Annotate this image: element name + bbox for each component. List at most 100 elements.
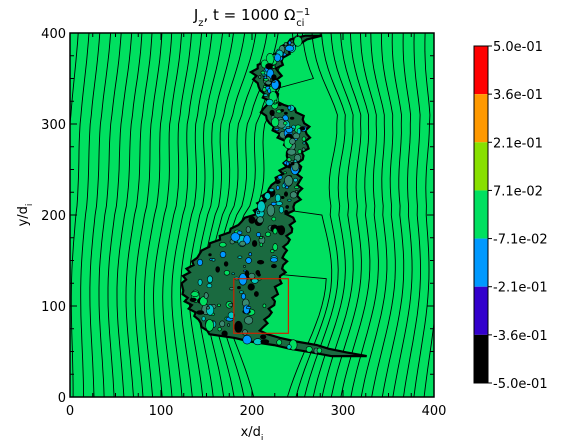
turbulent-eddy (223, 270, 230, 276)
turbulent-eddy (293, 177, 298, 183)
field-line (196, 33, 234, 397)
turbulent-eddy (237, 255, 243, 259)
x-tick-label: 300 (331, 404, 356, 419)
colorbar-segment (474, 286, 488, 335)
turbulent-eddy (217, 327, 222, 332)
turbulent-eddy (257, 273, 261, 277)
turbulent-eddy (288, 40, 292, 45)
colorbar-segment (474, 238, 488, 287)
turbulent-eddy (237, 286, 241, 290)
turbulent-eddy (245, 226, 251, 233)
turbulent-eddy (206, 283, 213, 289)
y-tick-label: 400 (41, 27, 66, 42)
turbulent-eddy (274, 193, 281, 203)
colorbar-label: -7.1e-02 (493, 233, 548, 248)
turbulent-eddy (287, 198, 292, 202)
turbulent-eddy (219, 251, 227, 258)
turbulent-eddy (286, 148, 297, 156)
colorbar-frame (473, 45, 489, 384)
turbulent-eddy (283, 191, 288, 197)
turbulent-eddy (276, 339, 283, 346)
field-line (423, 319, 434, 397)
turbulent-eddy (280, 109, 285, 113)
colorbar-segment (474, 94, 488, 143)
field-line (180, 33, 213, 397)
turbulent-eddy (197, 258, 203, 266)
turbulent-eddy (283, 42, 288, 47)
turbulent-eddy (253, 291, 259, 297)
colorbar-label: -5.0e-01 (493, 377, 548, 392)
field-line (330, 33, 362, 397)
turbulent-eddy (207, 275, 213, 284)
turbulent-eddy (301, 147, 306, 152)
turbulent-eddy (265, 231, 271, 237)
turbulent-eddy (244, 316, 254, 325)
turbulent-eddy (190, 291, 200, 297)
turbulent-eddy (305, 346, 313, 353)
turbulent-eddy (256, 216, 264, 224)
field-line (171, 33, 203, 397)
field-line (98, 33, 122, 397)
field-line (116, 33, 143, 397)
colorbar-segment (474, 190, 488, 239)
turbulent-eddy (247, 283, 255, 291)
x-axis-label: x/di (241, 425, 264, 440)
turbulent-eddy (275, 185, 280, 191)
turbulent-eddy (286, 344, 292, 350)
turbulent-eddy (215, 266, 220, 273)
turbulent-eddy (268, 188, 275, 193)
turbulent-eddy (228, 303, 234, 307)
turbulent-eddy (248, 252, 252, 257)
field-line (433, 394, 434, 397)
turbulent-eddy (316, 347, 323, 354)
turbulent-eddy (239, 240, 246, 247)
turbulent-eddy (256, 211, 261, 215)
turbulent-eddy (293, 36, 303, 47)
turbulent-eddy (256, 232, 261, 237)
turbulent-eddy (278, 102, 282, 107)
turbulent-eddy (208, 253, 212, 257)
field-line (107, 33, 133, 397)
colorbar-segment (474, 142, 488, 191)
turbulent-eddy (274, 128, 280, 132)
field-line (403, 33, 421, 397)
turbulent-eddy (301, 136, 307, 142)
turbulent-eddy (262, 197, 267, 203)
turbulent-eddy (242, 335, 252, 345)
field-line (371, 33, 396, 397)
turbulent-eddy (248, 216, 256, 224)
field-line (360, 33, 388, 397)
turbulent-eddy (275, 201, 283, 206)
y-axis-label: y/di (16, 204, 35, 227)
y-tick-label: 0 (58, 391, 66, 406)
turbulent-eddy (246, 306, 252, 310)
turbulent-eddy (203, 292, 209, 299)
turbulent-eddy (265, 63, 274, 70)
turbulent-eddy (270, 257, 278, 263)
turbulent-eddy (234, 320, 243, 333)
turbulent-eddy (287, 105, 292, 110)
turbulent-eddy (289, 116, 295, 120)
field-line (381, 33, 405, 397)
turbulent-eddy (244, 270, 250, 277)
colorbar-label: -2.1e-01 (493, 281, 548, 296)
turbulent-eddy (231, 272, 235, 275)
turbulent-eddy (199, 296, 208, 307)
turbulent-eddy (262, 303, 267, 308)
turbulent-eddy (289, 191, 298, 199)
turbulent-eddy (278, 206, 285, 214)
chart-title: Jz, t = 1000 Ω−1 ci (193, 6, 310, 29)
turbulent-eddy (274, 179, 281, 184)
plot-area: 0 100 200 300 400 0 100 200 300 400 (41, 27, 446, 419)
x-tick-label: 100 (149, 404, 174, 419)
turbulent-eddy (271, 80, 276, 83)
field-line (312, 33, 346, 397)
turbulent-eddy (271, 117, 280, 128)
field-line (162, 33, 192, 397)
turbulent-eddy (270, 264, 277, 269)
turbulent-eddy (245, 257, 252, 264)
turbulent-eddy (242, 329, 249, 336)
field-line (215, 33, 268, 397)
turbulent-eddy (286, 161, 290, 166)
